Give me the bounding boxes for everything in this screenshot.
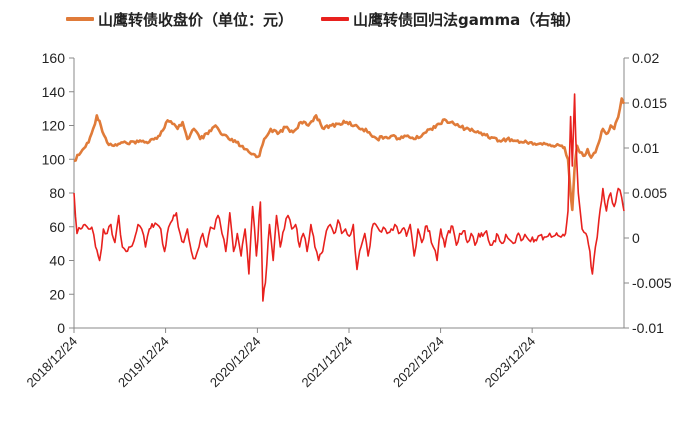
- left-y-tick-label: 0: [57, 320, 65, 336]
- left-y-tick-label: 120: [42, 118, 66, 134]
- x-tick-label: 2023/12/24: [482, 334, 539, 391]
- x-tick-label: 2018/12/24: [23, 334, 80, 391]
- gamma-series-line: [73, 93, 625, 302]
- legend-label-price: 山鹰转债收盘价（单位：元）: [98, 10, 294, 29]
- right-y-tick-label: 0.015: [632, 95, 667, 111]
- left-y-tick-label: 140: [42, 84, 66, 100]
- left-y-tick-label: 20: [49, 286, 65, 302]
- left-y-tick-label: 40: [49, 253, 65, 269]
- legend-swatch-price: [66, 17, 94, 21]
- legend-swatch-gamma: [321, 17, 350, 21]
- legend-item-price: 山鹰转债收盘价（单位：元）: [66, 9, 293, 30]
- right-y-tick-label: -0.005: [632, 275, 672, 291]
- chart-legend: 山鹰转债收盘价（单位：元） 山鹰转债回归法gamma（右轴）: [66, 7, 608, 31]
- x-tick-label: 2019/12/24: [115, 334, 172, 391]
- right-y-tick-label: -0.01: [632, 320, 664, 336]
- x-tick-label: 2021/12/24: [298, 334, 355, 391]
- left-y-tick-label: 160: [42, 50, 66, 66]
- x-tick-label: 2020/12/24: [207, 334, 264, 391]
- price-series-line: [73, 97, 626, 212]
- right-y-tick-label: 0: [632, 230, 640, 246]
- legend-label-gamma: 山鹰转债回归法gamma（右轴）: [353, 10, 581, 29]
- right-y-tick-label: 0.02: [632, 50, 659, 66]
- right-y-tick-label: 0.005: [632, 185, 667, 201]
- left-y-tick-label: 100: [42, 151, 66, 167]
- left-y-tick-label: 60: [49, 219, 65, 235]
- x-tick-label: 2022/12/24: [390, 334, 447, 391]
- right-y-tick-label: 0.01: [632, 140, 659, 156]
- legend-item-gamma: 山鹰转债回归法gamma（右轴）: [321, 9, 580, 30]
- left-y-tick-label: 80: [49, 185, 65, 201]
